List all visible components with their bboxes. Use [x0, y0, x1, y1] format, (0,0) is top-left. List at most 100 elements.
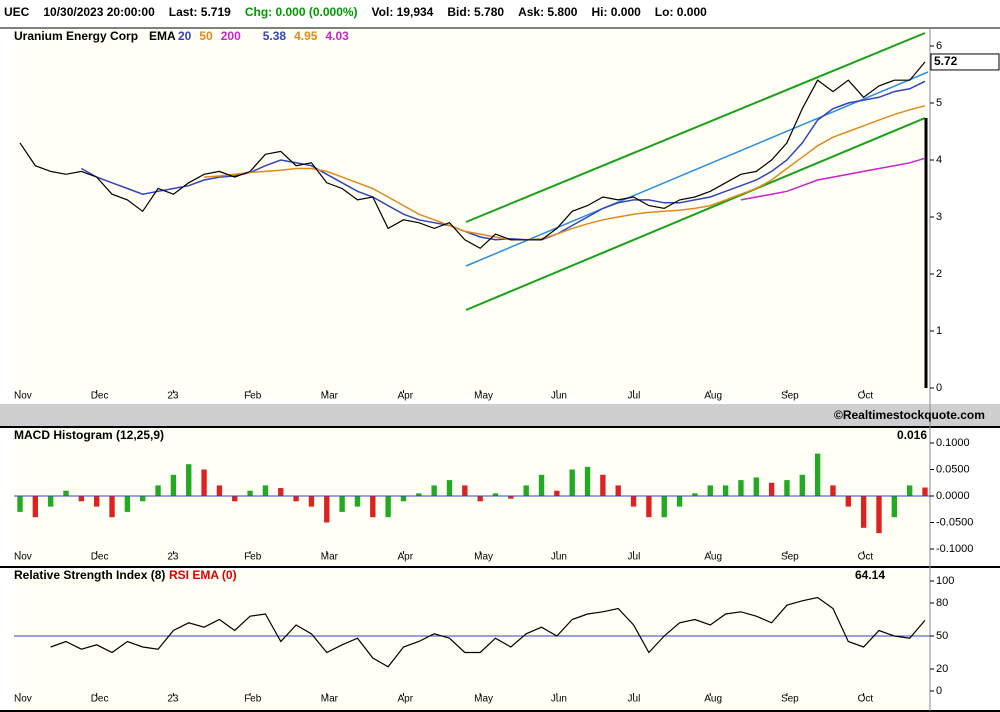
- bar: [63, 490, 69, 496]
- bar: [446, 480, 453, 496]
- y-tick-label: 0: [936, 685, 942, 697]
- y-tick-label: 4: [936, 154, 942, 166]
- bar: [692, 493, 698, 496]
- x-tick-label: 23: [167, 552, 179, 563]
- bar: [615, 485, 621, 496]
- legend-entry: 50: [199, 29, 213, 43]
- trend-channel-upper: [465, 32, 926, 223]
- header-item: Vol: 19,934: [372, 5, 434, 19]
- bar: [140, 496, 146, 502]
- bar: [508, 496, 514, 499]
- x-tick-label: Mar: [321, 391, 339, 402]
- x-tick-label: Apr: [397, 552, 413, 563]
- header-item: Hi: 0.000: [591, 5, 641, 19]
- x-tick-label: Apr: [397, 391, 413, 402]
- y-tick-label: -0.0500: [936, 516, 973, 528]
- y-tick-label: 2: [936, 268, 942, 280]
- header-item: Lo: 0.000: [655, 5, 707, 19]
- bar: [247, 490, 253, 496]
- rsi-ema-label: RSI EMA (0): [169, 568, 237, 582]
- bar: [906, 485, 913, 496]
- legend-value: 4.03: [325, 29, 349, 43]
- y-tick-label: 20: [936, 663, 948, 675]
- bar: [676, 496, 683, 507]
- indicator-label: EMA: [149, 29, 176, 43]
- bar: [891, 496, 898, 518]
- x-tick-label: Sep: [781, 391, 799, 402]
- y-tick-label: 80: [936, 597, 948, 609]
- y-tick-label: 0: [936, 382, 942, 394]
- y-tick-label: 50: [936, 630, 948, 642]
- bar: [784, 480, 790, 496]
- bar: [830, 485, 836, 496]
- x-tick-label: Nov: [14, 694, 32, 705]
- rsi-plot-bg: [14, 570, 930, 710]
- bar: [339, 496, 345, 512]
- bar: [232, 496, 238, 502]
- bar: [416, 493, 422, 496]
- bar: [109, 496, 115, 518]
- x-tick-label: Nov: [14, 391, 32, 402]
- x-tick-label: Aug: [704, 694, 722, 705]
- x-tick-label: Feb: [244, 391, 262, 402]
- line: [50, 596, 926, 668]
- x-tick-label: Jul: [628, 391, 641, 402]
- y-tick-label: 1: [936, 325, 942, 337]
- legend-value: 5.38: [263, 29, 287, 43]
- x-tick-label: Jun: [551, 391, 567, 402]
- x-tick-label: Apr: [397, 694, 413, 705]
- bar: [600, 474, 606, 496]
- bar: [462, 485, 468, 496]
- bar: [32, 496, 39, 518]
- x-tick-label: 23: [167, 391, 179, 402]
- bar: [308, 496, 315, 507]
- bar: [400, 496, 407, 502]
- bar: [47, 496, 54, 507]
- separator-band: [0, 404, 1000, 426]
- line: [19, 61, 926, 250]
- x-tick-label: May: [474, 694, 493, 705]
- bar: [477, 496, 483, 502]
- bar: [630, 496, 637, 507]
- bar: [278, 488, 284, 496]
- last-value: 0.016: [897, 428, 927, 442]
- x-tick-label: May: [474, 552, 493, 563]
- bar: [293, 496, 299, 502]
- y-tick-label: 3: [936, 211, 942, 223]
- x-tick-label: Oct: [858, 552, 874, 563]
- last-price-box: [930, 53, 1000, 71]
- bar: [554, 490, 560, 496]
- x-tick-label: Mar: [321, 694, 339, 705]
- bar: [738, 480, 744, 496]
- bar: [860, 496, 867, 528]
- bar: [124, 496, 131, 512]
- x-tick-label: Sep: [781, 694, 799, 705]
- bar: [722, 485, 729, 496]
- bar: [170, 474, 177, 496]
- x-tick-label: Jul: [628, 694, 641, 705]
- bar: [354, 496, 361, 507]
- header-item: Ask: 5.800: [518, 5, 578, 19]
- bar: [17, 496, 23, 512]
- bar: [370, 496, 376, 518]
- bar: [768, 482, 775, 496]
- legend-value: 4.95: [294, 29, 318, 43]
- bar: [538, 474, 545, 496]
- price-plot-bg: [14, 28, 930, 398]
- bar: [799, 474, 805, 496]
- bar: [661, 496, 667, 518]
- last-price-label: 5.72: [934, 54, 958, 68]
- x-tick-label: Jul: [628, 552, 641, 563]
- bar: [845, 496, 851, 507]
- header-item: UEC: [4, 5, 30, 19]
- x-tick-label: Oct: [858, 694, 874, 705]
- price-title: Uranium Energy Corp: [14, 29, 138, 43]
- macd-title: MACD Histogram (12,25,9): [14, 428, 164, 442]
- line: [204, 105, 926, 241]
- bar: [262, 485, 269, 496]
- bar: [876, 496, 882, 534]
- bar: [324, 496, 330, 523]
- x-tick-label: Jun: [551, 552, 567, 563]
- y-tick-label: 0.1000: [936, 437, 970, 449]
